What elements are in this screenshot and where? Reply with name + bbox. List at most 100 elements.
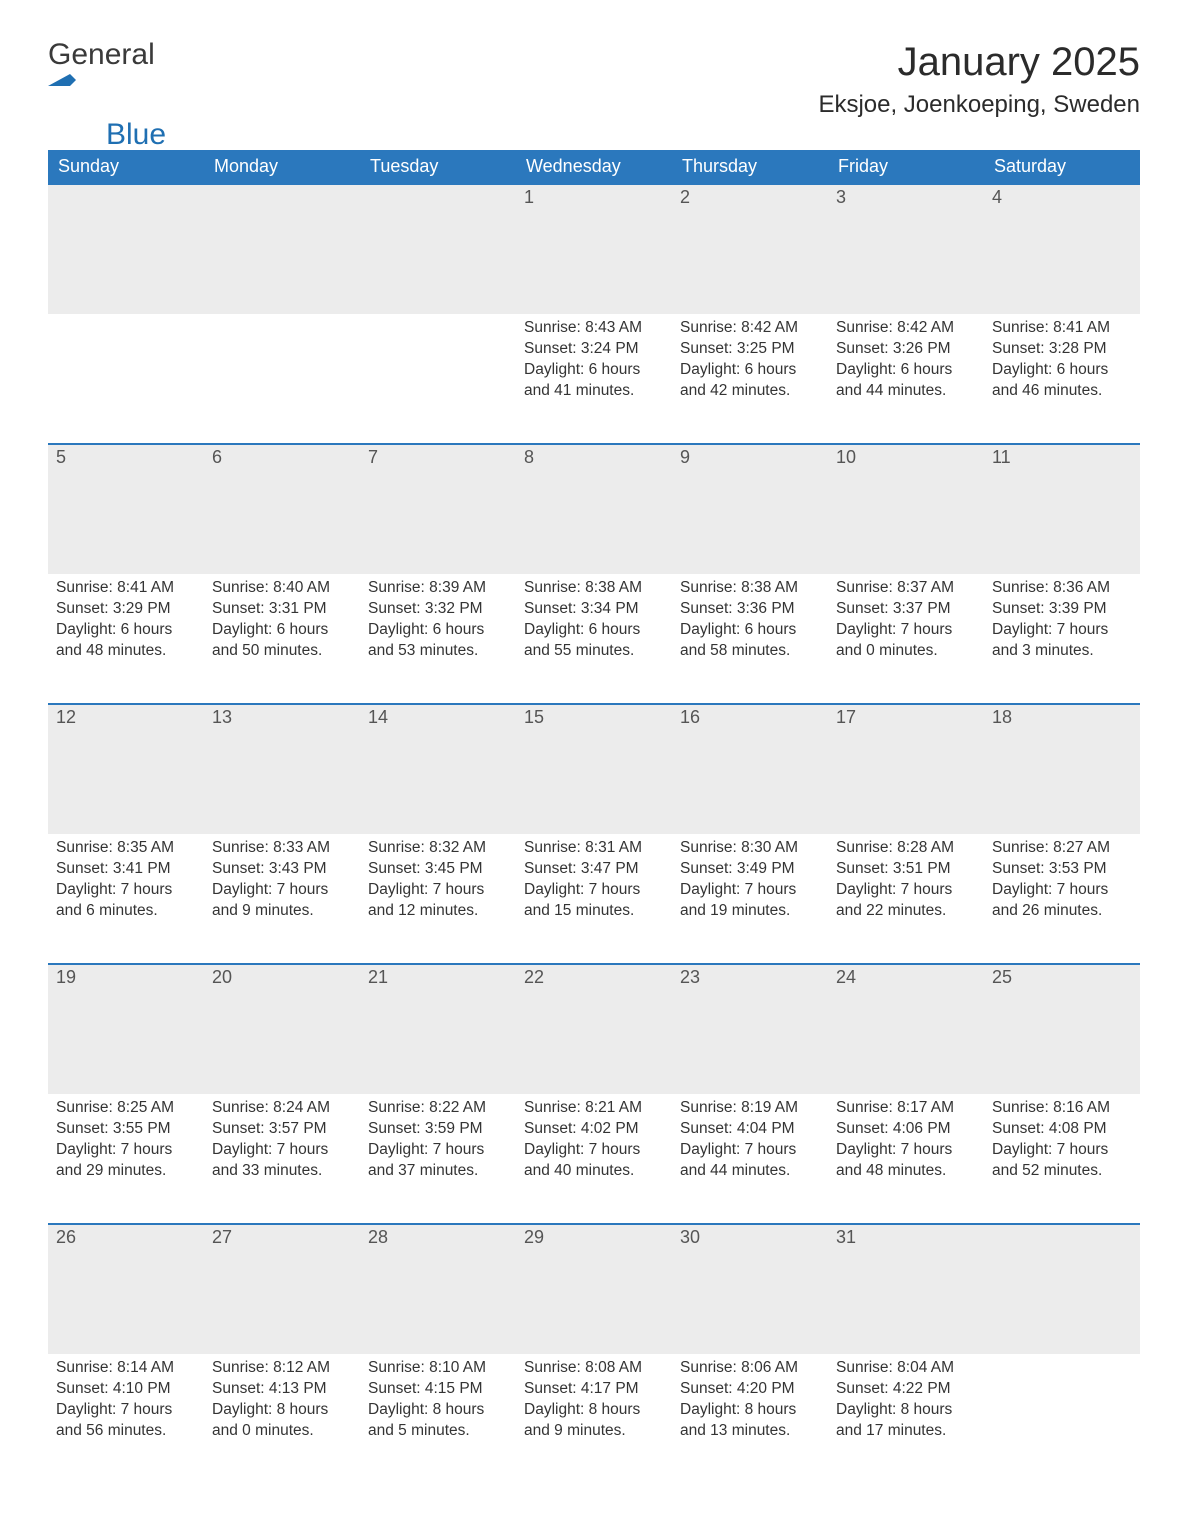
day-number-cell: 29 [516, 1224, 672, 1354]
day-number-cell: 11 [984, 444, 1140, 574]
day-number: 8 [516, 445, 672, 470]
daylight-text: and 3 minutes. [992, 641, 1132, 662]
day-number: 16 [672, 705, 828, 730]
day-number-cell [984, 1224, 1140, 1354]
daylight-text: Daylight: 7 hours [680, 1140, 820, 1161]
day-body: Sunrise: 8:42 AMSunset: 3:25 PMDaylight:… [672, 314, 828, 418]
sunrise-text: Sunrise: 8:41 AM [992, 318, 1132, 339]
daylight-text: Daylight: 7 hours [368, 1140, 508, 1161]
sunrise-text: Sunrise: 8:41 AM [56, 578, 196, 599]
day-body: Sunrise: 8:35 AMSunset: 3:41 PMDaylight:… [48, 834, 204, 938]
day-number: 31 [828, 1225, 984, 1250]
flag-icon [48, 70, 166, 90]
sunrise-text: Sunrise: 8:12 AM [212, 1358, 352, 1379]
daylight-text: Daylight: 6 hours [680, 620, 820, 641]
daylight-text: Daylight: 6 hours [368, 620, 508, 641]
sunset-text: Sunset: 4:13 PM [212, 1379, 352, 1400]
day-number: 30 [672, 1225, 828, 1250]
sunset-text: Sunset: 3:43 PM [212, 859, 352, 880]
day-body-cell: Sunrise: 8:41 AMSunset: 3:29 PMDaylight:… [48, 574, 204, 704]
day-number [48, 185, 204, 210]
sunrise-text: Sunrise: 8:25 AM [56, 1098, 196, 1119]
daylight-text: and 17 minutes. [836, 1421, 976, 1442]
day-body: Sunrise: 8:37 AMSunset: 3:37 PMDaylight:… [828, 574, 984, 678]
sunset-text: Sunset: 3:34 PM [524, 599, 664, 620]
day-body: Sunrise: 8:19 AMSunset: 4:04 PMDaylight:… [672, 1094, 828, 1198]
day-body-cell: Sunrise: 8:37 AMSunset: 3:37 PMDaylight:… [828, 574, 984, 704]
day-body: Sunrise: 8:36 AMSunset: 3:39 PMDaylight:… [984, 574, 1140, 678]
day-body-cell: Sunrise: 8:14 AMSunset: 4:10 PMDaylight:… [48, 1354, 204, 1484]
day-body-cell: Sunrise: 8:28 AMSunset: 3:51 PMDaylight:… [828, 834, 984, 964]
sunrise-text: Sunrise: 8:40 AM [212, 578, 352, 599]
day-body: Sunrise: 8:41 AMSunset: 3:28 PMDaylight:… [984, 314, 1140, 418]
day-number-cell: 18 [984, 704, 1140, 834]
day-body: Sunrise: 8:27 AMSunset: 3:53 PMDaylight:… [984, 834, 1140, 938]
sunrise-text: Sunrise: 8:19 AM [680, 1098, 820, 1119]
day-body: Sunrise: 8:08 AMSunset: 4:17 PMDaylight:… [516, 1354, 672, 1458]
day-number [204, 185, 360, 210]
day-number-cell: 8 [516, 444, 672, 574]
sunset-text: Sunset: 3:24 PM [524, 339, 664, 360]
sunrise-text: Sunrise: 8:38 AM [524, 578, 664, 599]
day-body-cell: Sunrise: 8:25 AMSunset: 3:55 PMDaylight:… [48, 1094, 204, 1224]
day-body: Sunrise: 8:38 AMSunset: 3:36 PMDaylight:… [672, 574, 828, 678]
brand-word2: Blue [106, 118, 166, 151]
month-title: January 2025 [818, 40, 1140, 85]
sunset-text: Sunset: 4:17 PM [524, 1379, 664, 1400]
page-header: General Blue January 2025 Eksjoe, Joenko… [48, 40, 1140, 150]
sunset-text: Sunset: 4:20 PM [680, 1379, 820, 1400]
day-body: Sunrise: 8:32 AMSunset: 3:45 PMDaylight:… [360, 834, 516, 938]
sunrise-text: Sunrise: 8:30 AM [680, 838, 820, 859]
sunrise-text: Sunrise: 8:37 AM [836, 578, 976, 599]
day-number-cell: 3 [828, 184, 984, 314]
daylight-text: and 44 minutes. [680, 1161, 820, 1182]
sunrise-text: Sunrise: 8:42 AM [680, 318, 820, 339]
day-number: 10 [828, 445, 984, 470]
day-number-cell: 30 [672, 1224, 828, 1354]
calendar-body: 1234Sunrise: 8:43 AMSunset: 3:24 PMDayli… [48, 184, 1140, 1484]
day-body: Sunrise: 8:43 AMSunset: 3:24 PMDaylight:… [516, 314, 672, 418]
day-number-cell: 9 [672, 444, 828, 574]
day-number-cell: 24 [828, 964, 984, 1094]
day-number: 18 [984, 705, 1140, 730]
day-number-cell [204, 184, 360, 314]
daylight-text: and 12 minutes. [368, 901, 508, 922]
daylight-text: Daylight: 7 hours [212, 880, 352, 901]
day-number: 22 [516, 965, 672, 990]
day-body-cell: Sunrise: 8:43 AMSunset: 3:24 PMDaylight:… [516, 314, 672, 444]
daylight-text: Daylight: 7 hours [992, 1140, 1132, 1161]
day-body-cell: Sunrise: 8:33 AMSunset: 3:43 PMDaylight:… [204, 834, 360, 964]
day-number-cell: 13 [204, 704, 360, 834]
daylight-text: Daylight: 7 hours [56, 880, 196, 901]
day-number-cell: 6 [204, 444, 360, 574]
day-number-cell: 25 [984, 964, 1140, 1094]
day-body [48, 314, 204, 334]
day-body-cell [360, 314, 516, 444]
day-number-cell: 26 [48, 1224, 204, 1354]
daylight-text: Daylight: 6 hours [836, 360, 976, 381]
daylight-text: Daylight: 7 hours [212, 1140, 352, 1161]
day-number-cell: 12 [48, 704, 204, 834]
weekday-header: Saturday [984, 150, 1140, 184]
sunset-text: Sunset: 3:49 PM [680, 859, 820, 880]
day-number: 5 [48, 445, 204, 470]
day-body [984, 1354, 1140, 1374]
day-body-cell: Sunrise: 8:42 AMSunset: 3:25 PMDaylight:… [672, 314, 828, 444]
day-body: Sunrise: 8:39 AMSunset: 3:32 PMDaylight:… [360, 574, 516, 678]
day-body: Sunrise: 8:10 AMSunset: 4:15 PMDaylight:… [360, 1354, 516, 1458]
sunset-text: Sunset: 4:15 PM [368, 1379, 508, 1400]
weekday-header: Monday [204, 150, 360, 184]
sunset-text: Sunset: 3:55 PM [56, 1119, 196, 1140]
day-number-cell: 14 [360, 704, 516, 834]
sunset-text: Sunset: 3:41 PM [56, 859, 196, 880]
day-body: Sunrise: 8:38 AMSunset: 3:34 PMDaylight:… [516, 574, 672, 678]
week-body-row: Sunrise: 8:35 AMSunset: 3:41 PMDaylight:… [48, 834, 1140, 964]
sunset-text: Sunset: 3:31 PM [212, 599, 352, 620]
day-number: 15 [516, 705, 672, 730]
day-body: Sunrise: 8:31 AMSunset: 3:47 PMDaylight:… [516, 834, 672, 938]
day-number: 2 [672, 185, 828, 210]
weekday-header: Wednesday [516, 150, 672, 184]
sunrise-text: Sunrise: 8:36 AM [992, 578, 1132, 599]
sunrise-text: Sunrise: 8:42 AM [836, 318, 976, 339]
daylight-text: and 55 minutes. [524, 641, 664, 662]
